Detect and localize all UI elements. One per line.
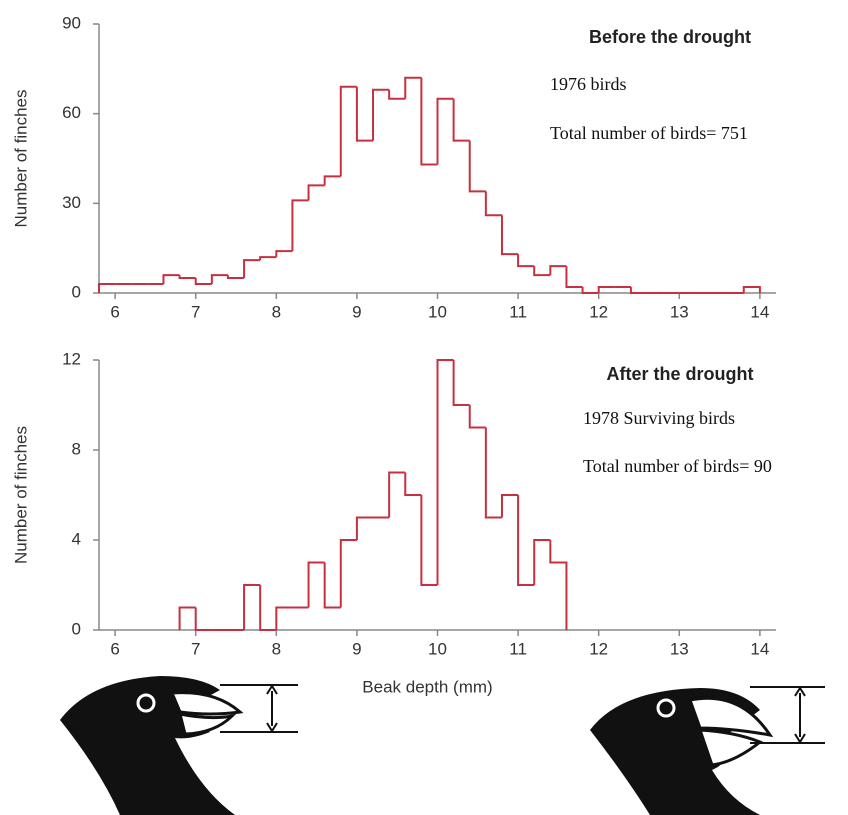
histogram-bin bbox=[742, 286, 761, 293]
panel-annotation: Total number of birds= 90 bbox=[583, 456, 772, 476]
histogram-bin bbox=[355, 86, 374, 142]
y-tick-label: 90 bbox=[62, 13, 81, 32]
histogram-bin bbox=[339, 539, 357, 608]
histogram-bin bbox=[291, 199, 309, 252]
histogram-bin bbox=[517, 254, 535, 268]
histogram-bin bbox=[549, 540, 568, 630]
histogram-bin bbox=[259, 256, 277, 261]
y-tick-label: 30 bbox=[62, 193, 81, 212]
y-tick-label: 0 bbox=[72, 619, 81, 638]
histogram-bin bbox=[500, 494, 519, 518]
x-tick-label: 14 bbox=[750, 302, 769, 321]
x-tick-label: 11 bbox=[509, 302, 527, 321]
histogram-bin bbox=[629, 287, 648, 294]
y-axis-label: Number of finches bbox=[11, 426, 30, 564]
y-tick-label: 8 bbox=[72, 439, 81, 458]
histogram-bin bbox=[323, 175, 341, 186]
panel-annotation: Total number of birds= 751 bbox=[550, 123, 748, 143]
histogram-bin bbox=[243, 584, 261, 630]
x-tick-label: 7 bbox=[191, 639, 200, 658]
histogram-bin bbox=[178, 275, 196, 280]
x-tick-label: 13 bbox=[670, 302, 689, 321]
histogram-bin bbox=[468, 405, 486, 429]
x-axis-label: Beak depth (mm) bbox=[362, 677, 492, 696]
x-tick-label: 6 bbox=[110, 302, 119, 321]
histogram-bin bbox=[194, 607, 212, 631]
histogram-bin bbox=[275, 606, 293, 630]
x-tick-label: 12 bbox=[589, 302, 608, 321]
panel-title: After the drought bbox=[607, 364, 754, 384]
x-tick-label: 10 bbox=[428, 639, 447, 658]
histogram-bin bbox=[194, 278, 212, 286]
x-tick-label: 12 bbox=[589, 639, 608, 658]
histogram-bin bbox=[500, 215, 519, 256]
y-tick-label: 60 bbox=[62, 103, 81, 122]
histogram-bin bbox=[533, 266, 551, 277]
histogram-bin bbox=[468, 140, 486, 193]
x-tick-label: 10 bbox=[428, 302, 447, 321]
histogram-bin bbox=[452, 360, 470, 406]
histogram-bin bbox=[404, 76, 422, 99]
histogram-bin bbox=[565, 266, 583, 289]
histogram-bin bbox=[484, 427, 502, 519]
histogram-bin bbox=[307, 561, 325, 608]
histogram-bin bbox=[484, 191, 502, 217]
bird-left bbox=[60, 676, 298, 815]
x-tick-label: 14 bbox=[750, 639, 769, 658]
bird-right bbox=[590, 686, 825, 815]
x-tick-label: 8 bbox=[272, 302, 281, 321]
histogram-bin bbox=[420, 495, 438, 586]
histogram-bin bbox=[517, 495, 535, 586]
histogram-bin bbox=[339, 85, 357, 177]
histogram-bin bbox=[178, 606, 196, 630]
x-tick-label: 9 bbox=[352, 302, 361, 321]
panel-subtitle: 1976 birds bbox=[550, 74, 627, 94]
histogram-bin bbox=[549, 265, 567, 276]
histogram-bin bbox=[307, 184, 325, 201]
panel-title: Before the drought bbox=[589, 27, 751, 47]
y-tick-label: 4 bbox=[72, 529, 81, 548]
panel-subtitle: 1978 Surviving birds bbox=[583, 408, 735, 428]
histogram-bin bbox=[420, 77, 438, 166]
histogram-bin bbox=[404, 472, 422, 496]
histogram-bin bbox=[388, 471, 406, 518]
histogram-bin bbox=[98, 283, 116, 293]
x-tick-label: 9 bbox=[352, 639, 361, 658]
histogram-bin bbox=[388, 89, 406, 100]
histogram-bin bbox=[436, 359, 454, 585]
y-tick-label: 0 bbox=[72, 282, 81, 301]
histogram-bin bbox=[452, 98, 470, 142]
y-tick-label: 12 bbox=[62, 349, 81, 368]
histogram-bin bbox=[355, 516, 374, 540]
x-tick-label: 6 bbox=[110, 639, 119, 658]
histogram-bin bbox=[259, 585, 277, 631]
histogram-bin bbox=[597, 286, 615, 293]
y-axis-label: Number of finches bbox=[11, 90, 30, 228]
x-tick-label: 8 bbox=[272, 639, 281, 658]
histogram-bin bbox=[533, 539, 551, 585]
x-tick-label: 13 bbox=[670, 639, 689, 658]
histogram-bin bbox=[372, 88, 390, 141]
histogram-bin bbox=[162, 274, 180, 285]
histogram-bin bbox=[226, 275, 245, 280]
histogram-bin bbox=[323, 562, 341, 609]
x-tick-label: 11 bbox=[509, 639, 527, 658]
x-tick-label: 7 bbox=[191, 302, 200, 321]
histogram-bin bbox=[581, 287, 599, 294]
histogram-bin bbox=[275, 250, 293, 258]
histogram-bin bbox=[243, 259, 261, 279]
histogram-bin bbox=[210, 274, 228, 285]
histogram-bin bbox=[436, 97, 454, 165]
